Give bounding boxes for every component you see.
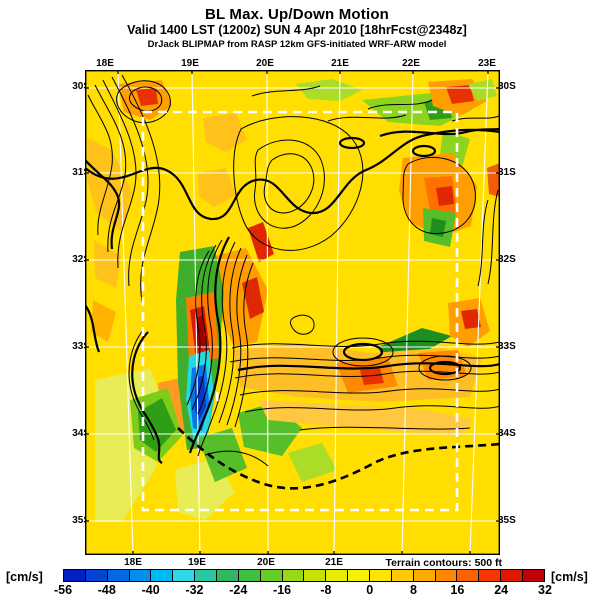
lat-label-35s: 35S <box>498 515 516 526</box>
colorbar-tick--16: -16 <box>273 583 292 597</box>
lon-label-18e: 18E <box>96 58 114 69</box>
colorbar-segment-12 <box>326 570 349 581</box>
colorbar-segment-9 <box>260 570 283 581</box>
valid-time-subtitle: Valid 1400 LST (1200z) SUN 4 Apr 2010 [1… <box>127 23 467 37</box>
lat-label-32s: 32S <box>72 254 90 265</box>
map-background <box>85 70 500 555</box>
forecast-map <box>85 70 500 555</box>
lon-label-20e: 20E <box>257 557 275 568</box>
colorbar-tick-32: 32 <box>538 583 552 597</box>
wave-marker <box>216 392 219 401</box>
lat-label-33s: 33S <box>72 341 90 352</box>
lat-label-32s: 32S <box>498 254 516 265</box>
colorbar-segment-17 <box>435 570 458 581</box>
model-domain-box <box>141 110 459 512</box>
colorbar-segment-7 <box>217 570 239 581</box>
colorbar-segment-0 <box>64 570 86 581</box>
colorbar-tick-labels: -56 -48 -40 -32 -24 -16 -8 0 8 16 24 32 <box>54 583 552 599</box>
colorbar-tick--40: -40 <box>141 583 160 597</box>
page-title: BL Max. Up/Down Motion <box>204 6 390 23</box>
colorbar-segment-2 <box>107 570 130 581</box>
colorbar-segment-18 <box>457 570 480 581</box>
axis-ticks <box>85 70 500 555</box>
lon-label-19e: 19E <box>188 557 206 568</box>
colorbar-tick--56: -56 <box>53 583 73 597</box>
colorbar-segment-6 <box>195 570 218 581</box>
colorbar-units-right: [cm/s] <box>551 570 588 584</box>
lat-label-35s: 35S <box>72 515 90 526</box>
colorbar-tick-8: 8 <box>410 583 417 597</box>
lon-label-21e: 21E <box>331 58 349 69</box>
lat-label-31s: 31S <box>498 167 516 178</box>
graticule-lines <box>85 70 500 555</box>
colorbar-segment-16 <box>413 570 436 581</box>
colorbar-segment-15 <box>391 570 414 581</box>
terrain-contours-thin <box>87 74 500 467</box>
model-source-line: DrJack BLIPMAP from RASP 12km GFS-initia… <box>147 39 447 50</box>
colorbar-tick--32: -32 <box>185 583 204 597</box>
lat-label-33s: 33S <box>498 341 516 352</box>
lon-label-20e: 20E <box>256 58 274 69</box>
colorbar-segment-11 <box>304 570 327 581</box>
terrain-contour-note: Terrain contours: 500 ft <box>385 557 503 569</box>
colorbar-segment-20 <box>501 570 524 581</box>
colorbar-segment-13 <box>348 570 371 581</box>
colorbar-segment-14 <box>370 570 392 581</box>
lon-label-19e: 19E <box>181 58 199 69</box>
lon-label-22e: 22E <box>402 58 420 69</box>
lon-label-18e: 18E <box>124 557 142 568</box>
colorbar-tick--24: -24 <box>229 583 248 597</box>
lat-label-31s: 31S <box>72 167 90 178</box>
colorbar <box>63 569 545 582</box>
map-frame <box>85 70 500 555</box>
lat-label-34s: 34S <box>498 428 516 439</box>
colorbar-segment-1 <box>85 570 108 581</box>
colorbar-segment-10 <box>282 570 305 581</box>
colorbar-segment-3 <box>129 570 152 581</box>
lon-label-21e: 21E <box>325 557 343 568</box>
lat-label-34s: 34S <box>72 428 90 439</box>
colorbar-segment-8 <box>238 570 261 581</box>
terrain-contours-thick <box>85 127 500 464</box>
colorbar-segment-19 <box>479 570 502 581</box>
colorbar-tick-24: 24 <box>494 583 509 597</box>
lon-label-23e: 23E <box>478 58 496 69</box>
colorbar-segment-5 <box>173 570 196 581</box>
colorbar-tick-0: 0 <box>366 583 374 597</box>
colorbar-tick--48: -48 <box>97 583 116 597</box>
lat-label-30s: 30S <box>498 81 516 92</box>
colorbar-tick-16: 16 <box>450 583 465 597</box>
colorbar-segment-21 <box>523 570 544 581</box>
colorbar-tick--8: -8 <box>320 583 332 597</box>
lat-label-30s: 30S <box>72 81 90 92</box>
colorbar-units-left: [cm/s] <box>6 570 43 584</box>
colorbar-segment-4 <box>151 570 174 581</box>
